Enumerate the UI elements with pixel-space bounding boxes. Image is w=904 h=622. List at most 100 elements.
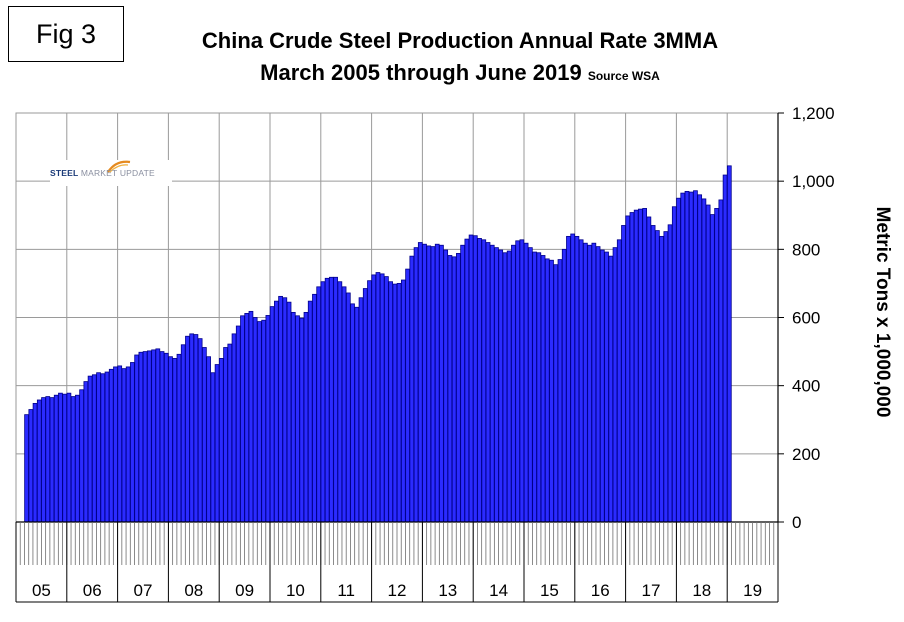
logo-text: STEEL MARKET UPDATE (50, 168, 155, 178)
bar (578, 239, 584, 523)
bar (701, 198, 707, 523)
bar (616, 239, 622, 523)
bar (417, 242, 423, 523)
bar (714, 208, 719, 523)
bar (91, 374, 97, 523)
bar (570, 233, 576, 523)
bar (549, 259, 554, 523)
bar (489, 244, 495, 523)
bar (451, 256, 457, 523)
x-tick-label: 15 (540, 581, 559, 600)
bar (210, 372, 216, 523)
bar (447, 255, 453, 523)
bar (83, 381, 89, 523)
bar (434, 243, 440, 523)
bar (104, 371, 110, 523)
bar (680, 192, 686, 523)
bar (265, 315, 271, 523)
bar (388, 281, 393, 523)
bar (214, 364, 220, 523)
x-tick-label: 19 (743, 581, 762, 600)
x-tick-label: 08 (184, 581, 203, 600)
bar (329, 276, 334, 523)
x-tick-label: 18 (692, 581, 711, 600)
bar (155, 348, 161, 523)
x-tick-label: 17 (642, 581, 661, 600)
bar (608, 255, 614, 523)
bar (464, 238, 470, 523)
bar (193, 334, 199, 523)
bar (324, 277, 330, 523)
bar (625, 215, 631, 523)
bar (384, 276, 389, 523)
y-tick-label: 1,000 (792, 172, 835, 191)
bar (312, 293, 317, 523)
bar (583, 242, 588, 523)
bar (87, 375, 93, 523)
bar (362, 288, 368, 523)
bar (358, 297, 364, 523)
bar (333, 276, 338, 523)
bar (515, 240, 520, 523)
bar (439, 244, 444, 523)
bar (41, 397, 46, 523)
bar (121, 368, 127, 523)
bar (629, 212, 635, 523)
bar (282, 297, 288, 523)
y-tick-label: 0 (792, 513, 801, 532)
bar (430, 246, 436, 523)
bar (426, 245, 432, 523)
bar (697, 194, 703, 523)
bar (511, 244, 516, 523)
bar (290, 311, 296, 523)
x-tick-label: 11 (337, 581, 355, 600)
bar (519, 239, 525, 523)
bar (45, 396, 51, 523)
bar (494, 247, 499, 523)
bar (710, 214, 715, 523)
bar (413, 247, 419, 523)
bar (612, 247, 618, 523)
bar (646, 216, 652, 523)
bar (261, 319, 266, 523)
bar (422, 243, 427, 523)
chart-title: China Crude Steel Production Annual Rate… (201, 28, 719, 53)
y-tick-label: 600 (792, 309, 820, 328)
bar (130, 362, 135, 523)
bar (456, 253, 461, 523)
bar (28, 409, 34, 523)
bar (147, 350, 152, 523)
bar (307, 300, 313, 523)
bar (172, 357, 178, 523)
bar (134, 354, 139, 523)
bar (650, 225, 656, 523)
bar (316, 286, 322, 523)
bar (32, 402, 38, 523)
bar (24, 414, 29, 523)
bar (718, 199, 724, 523)
bar (168, 356, 173, 523)
bar (401, 279, 406, 523)
x-tick-label: 05 (32, 581, 51, 600)
bar (443, 249, 449, 523)
bar (257, 321, 262, 523)
bar (113, 366, 118, 523)
bar (604, 251, 609, 523)
bar (642, 208, 647, 523)
bar (53, 394, 59, 523)
bar (125, 366, 131, 523)
bar (587, 244, 592, 523)
bar (409, 255, 415, 523)
x-tick-label: 13 (438, 581, 457, 600)
chart-source: Source WSA (587, 69, 660, 83)
bar (405, 268, 410, 523)
bar (142, 351, 148, 523)
y-tick-label: 1,200 (792, 104, 835, 123)
bar (532, 251, 537, 523)
bar (392, 283, 398, 523)
bar (477, 238, 482, 523)
bar (252, 317, 258, 523)
bar (320, 281, 326, 523)
logo-swoosh-icon (107, 160, 131, 173)
bar (676, 197, 681, 523)
